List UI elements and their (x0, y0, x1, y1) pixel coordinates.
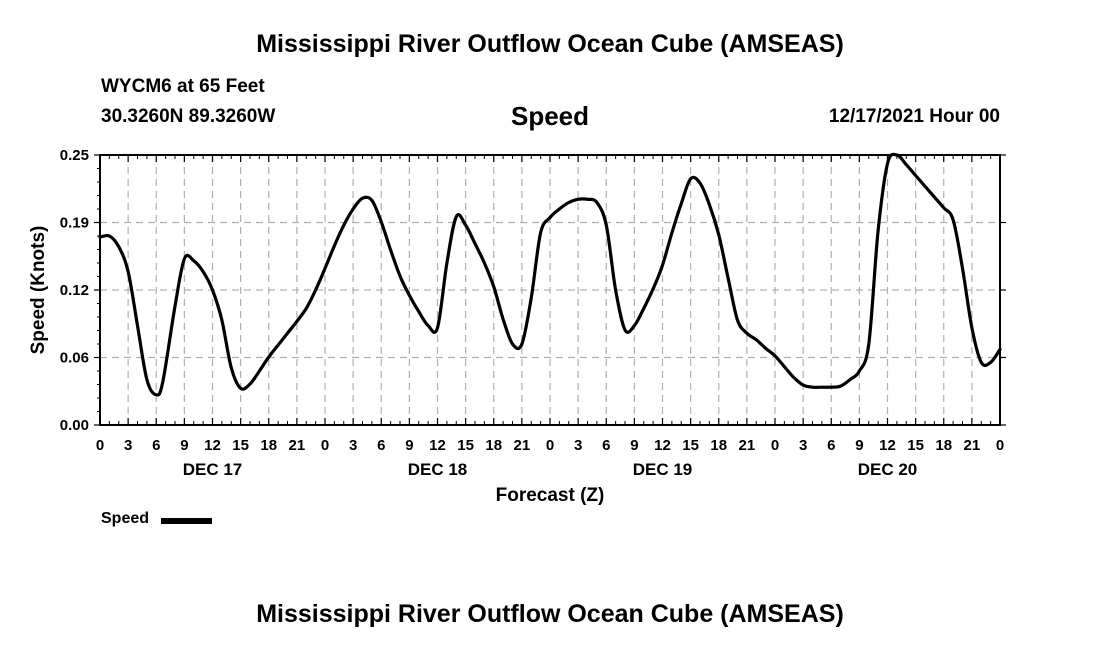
x-day-label: DEC 17 (183, 460, 243, 479)
footer-title: Mississippi River Outflow Ocean Cube (AM… (256, 600, 844, 628)
chart-title: Mississippi River Outflow Ocean Cube (AM… (256, 30, 844, 58)
x-tick-label: 18 (485, 437, 502, 454)
panel-title: Speed (510, 101, 590, 131)
x-tick-label: 9 (630, 437, 638, 454)
x-tick-label: 3 (574, 437, 582, 454)
y-tick-label: 0.19 (60, 215, 89, 232)
x-tick-label: 3 (124, 437, 132, 454)
x-tick-label: 15 (907, 437, 924, 454)
x-tick-label: 21 (739, 437, 756, 454)
x-tick-label: 6 (152, 437, 160, 454)
x-tick-label: 9 (855, 437, 863, 454)
station-coords: 30.3260N 89.3260W (101, 106, 276, 127)
station-label: WYCM6 at 65 Feet (101, 76, 265, 97)
x-tick-label: 18 (710, 437, 727, 454)
axis-tick-labels: 0 3 6 9 12 15 18 21 0 3 6 9 12 15 18 21 0 3 6 9 12 15 18 21 0 3 6 9… (60, 147, 1004, 479)
legend-swatch (161, 518, 212, 524)
x-tick-label: 21 (964, 437, 981, 454)
x-tick-label: 0 (996, 437, 1004, 454)
x-tick-label: 9 (180, 437, 188, 454)
x-tick-label: 21 (514, 437, 531, 454)
x-day-label: DEC 20 (858, 460, 918, 479)
axis-ticks (94, 154, 1006, 426)
x-tick-label: 12 (879, 437, 896, 454)
x-tick-label: 6 (827, 437, 835, 454)
x-tick-label: 12 (429, 437, 446, 454)
y-tick-label: 0.12 (60, 282, 89, 299)
x-tick-label: 15 (682, 437, 699, 454)
x-day-label: DEC 19 (633, 460, 693, 479)
run-time: 12/17/2021 Hour 00 (828, 106, 1000, 127)
y-tick-label: 0.06 (60, 350, 89, 367)
x-tick-label: 21 (289, 437, 306, 454)
x-tick-label: 0 (771, 437, 779, 454)
x-tick-label: 18 (260, 437, 277, 454)
x-tick-label: 15 (457, 437, 474, 454)
x-tick-label: 0 (546, 437, 554, 454)
x-tick-label: 6 (377, 437, 385, 454)
x-tick-label: 0 (96, 437, 104, 454)
x-tick-label: 12 (654, 437, 671, 454)
x-tick-label: 6 (602, 437, 610, 454)
x-tick-label: 0 (321, 437, 329, 454)
x-tick-label: 9 (405, 437, 413, 454)
x-tick-label: 3 (799, 437, 807, 454)
legend-label: Speed (101, 510, 150, 527)
x-axis-label: Forecast (Z) (496, 485, 605, 506)
y-tick-label: 0.25 (60, 147, 89, 164)
y-tick-label: 0.00 (60, 417, 89, 434)
x-tick-label: 18 (935, 437, 952, 454)
x-day-label: DEC 18 (408, 460, 468, 479)
x-tick-label: 12 (204, 437, 221, 454)
x-tick-label: 15 (232, 437, 249, 454)
x-tick-label: 3 (349, 437, 357, 454)
y-axis-label: Speed (Knots) (28, 226, 49, 355)
grid (100, 155, 1000, 425)
speed-series-line (98, 152, 1002, 397)
